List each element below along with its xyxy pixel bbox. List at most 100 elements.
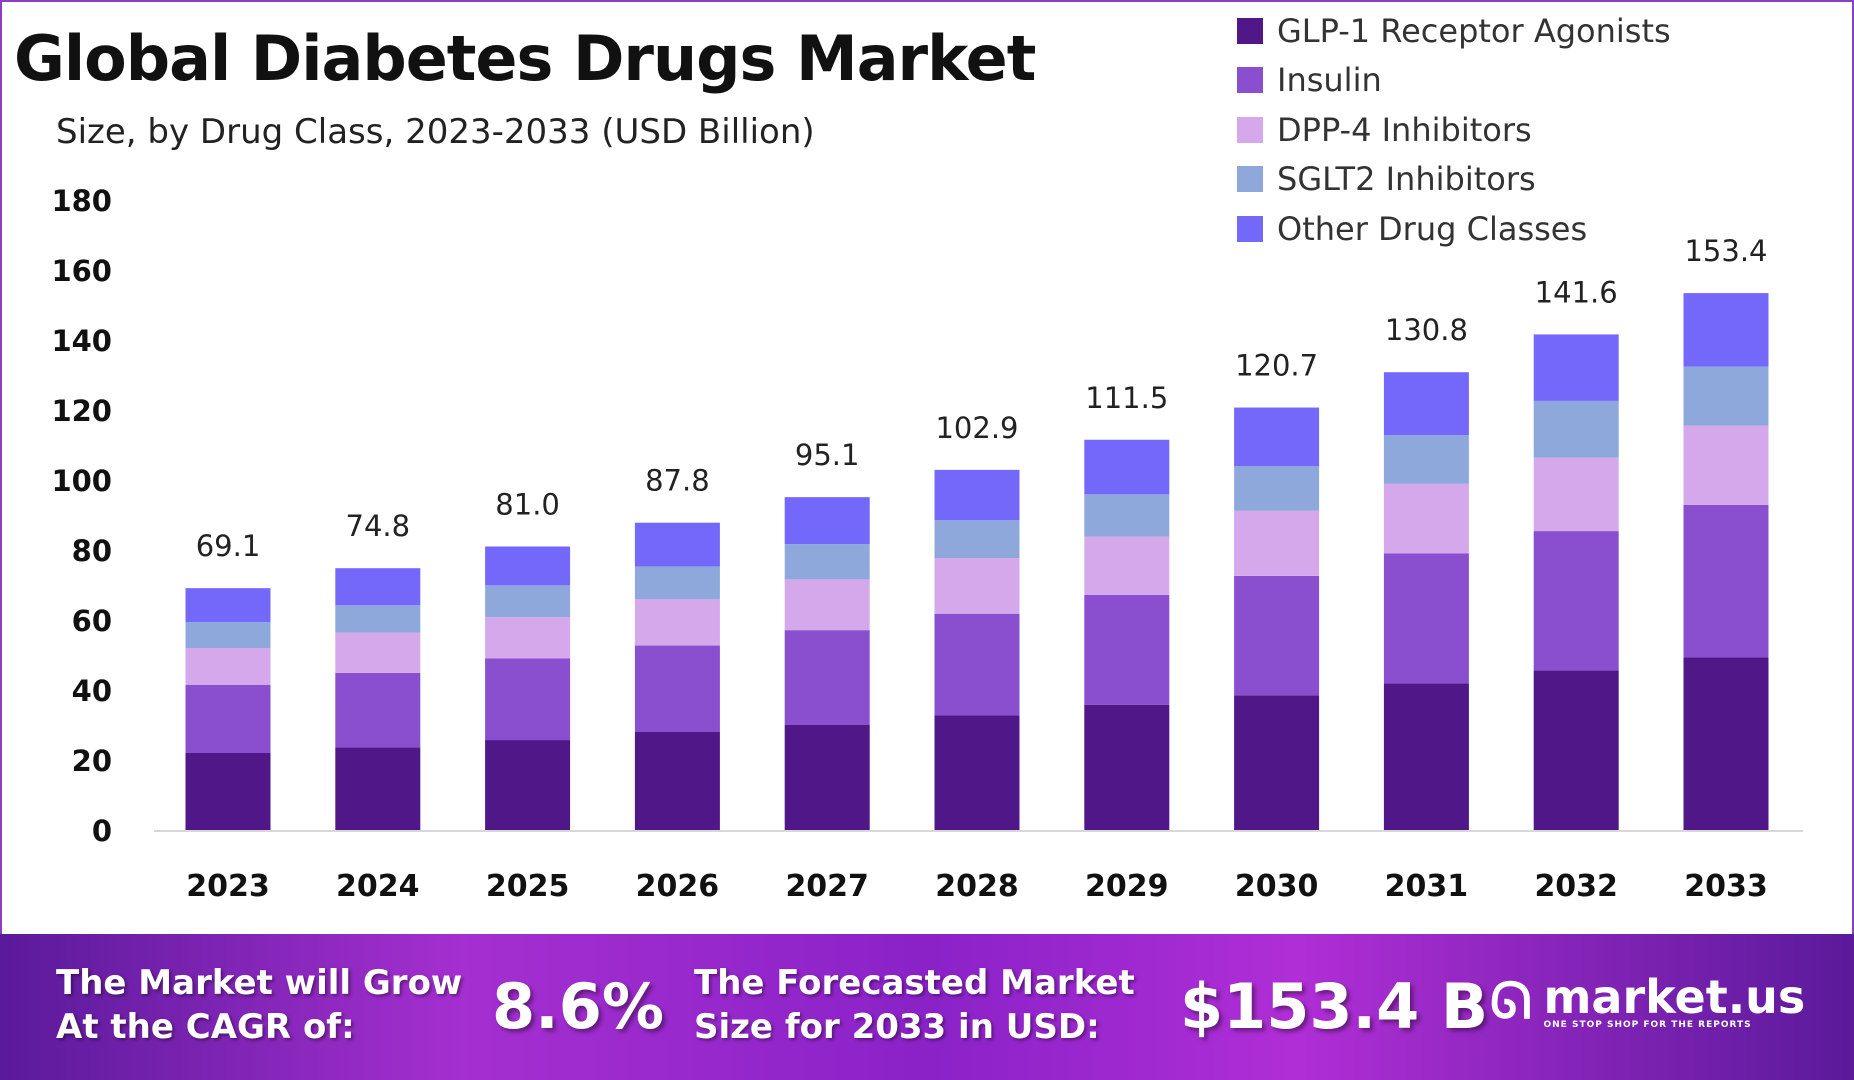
chart-title: Global Diabetes Drugs Market	[14, 22, 1036, 95]
bar-segment	[934, 520, 1020, 559]
bar-segment	[1683, 425, 1769, 505]
cagr-label-line2: At the CAGR of:	[56, 1007, 355, 1047]
bar-segment	[485, 585, 571, 618]
bar-segment	[1383, 372, 1469, 436]
legend-swatch	[1237, 116, 1263, 143]
market-size-label-line2: Size for 2033 in USD:	[694, 1007, 1100, 1047]
legend-label: SGLT2 Inhibitors	[1277, 160, 1536, 199]
bar-segment	[485, 740, 571, 830]
bar-segment	[934, 469, 1020, 521]
bar-segment	[634, 732, 720, 830]
legend-item: Insulin	[1237, 56, 1671, 106]
bar-segment	[335, 747, 421, 830]
bar-segment	[934, 558, 1020, 614]
total-data-label: 141.6	[1535, 275, 1618, 309]
bar-segment	[634, 599, 720, 646]
bar-segment	[1383, 483, 1469, 554]
total-data-label: 111.5	[1085, 381, 1168, 415]
legend-item: Other Drug Classes	[1237, 204, 1671, 254]
total-data-label: 95.1	[795, 438, 860, 472]
bar-segment	[634, 566, 720, 600]
bar-segment	[1533, 670, 1619, 830]
legend-item: DPP-4 Inhibitors	[1237, 105, 1671, 155]
x-tick-label: 2023	[186, 869, 270, 904]
x-tick-label: 2024	[336, 869, 420, 904]
bar-segment	[185, 684, 271, 753]
market-size-value: $153.4 B	[1180, 970, 1489, 1043]
bar-segment	[1383, 683, 1469, 830]
x-tick-label: 2030	[1235, 869, 1319, 904]
logo-tagline: ONE STOP SHOP FOR THE REPORTS	[1543, 1019, 1752, 1030]
legend-swatch	[1237, 215, 1263, 242]
x-tick-label: 2025	[486, 869, 570, 904]
legend-label: Insulin	[1277, 61, 1382, 100]
bar-segment	[1234, 466, 1320, 511]
cagr-label-line1: The Market will Grow	[56, 963, 463, 1003]
y-tick-label: 80	[72, 534, 112, 568]
bar-segment	[185, 622, 271, 648]
cagr-label: The Market will Grow At the CAGR of:	[56, 961, 462, 1049]
bar-segment	[1533, 334, 1619, 401]
total-data-label: 69.1	[196, 529, 261, 563]
x-tick-label: 2028	[935, 869, 1019, 904]
bar-segment	[1084, 536, 1170, 595]
bar-segment	[784, 497, 870, 545]
stacked-bar-chart: 0 20 40 60 80 100 120 140 160 180 69.1 2023 74.8 2024…	[51, 184, 1803, 904]
bar-segment	[1234, 407, 1320, 466]
total-data-label: 81.0	[495, 488, 560, 522]
legend-item: SGLT2 Inhibitors	[1237, 155, 1671, 205]
bar-segment	[335, 672, 421, 748]
bar-segment	[1683, 657, 1769, 830]
bar-segment	[1084, 704, 1170, 830]
y-tick-label: 60	[72, 604, 112, 638]
market-size-label-line1: The Forecasted Market	[694, 963, 1135, 1003]
x-tick-label: 2033	[1684, 869, 1768, 904]
bar-segment	[485, 617, 571, 659]
total-data-label: 153.4	[1684, 234, 1767, 268]
summary-banner: The Market will Grow At the CAGR of: 8.6…	[0, 934, 1854, 1080]
bar-segment	[1234, 575, 1320, 696]
bar-segment	[1084, 439, 1170, 495]
bar-segment	[784, 724, 870, 830]
bar-segment	[1234, 510, 1320, 576]
total-data-label: 102.9	[935, 411, 1018, 445]
market-size-label: The Forecasted Market Size for 2033 in U…	[694, 961, 1135, 1049]
x-tick-label: 2029	[1085, 869, 1169, 904]
y-tick-label: 0	[92, 814, 112, 848]
bar-segment	[1383, 553, 1469, 684]
total-data-label: 87.8	[645, 464, 710, 498]
x-tick-label: 2027	[785, 869, 869, 904]
bar-segment	[485, 658, 571, 741]
x-tick-label: 2026	[636, 869, 720, 904]
bar-segment	[634, 645, 720, 732]
bar-segment	[1533, 400, 1619, 458]
bar-segment	[1533, 457, 1619, 532]
bar-segment	[1383, 435, 1469, 484]
cagr-value: 8.6%	[492, 970, 664, 1043]
total-data-label: 74.8	[346, 509, 411, 543]
legend-label: GLP-1 Receptor Agonists	[1277, 11, 1671, 50]
legend-item: GLP-1 Receptor Agonists	[1237, 6, 1671, 56]
bar-segment	[335, 605, 421, 633]
bar-segment	[934, 715, 1020, 830]
bar-segment	[1683, 293, 1769, 367]
bar-segment	[485, 546, 571, 586]
chart-subtitle: Size, by Drug Class, 2023-2033 (USD Bill…	[56, 112, 815, 152]
bar-segment	[784, 544, 870, 580]
y-tick-label: 180	[51, 184, 112, 218]
bar-segment	[1683, 504, 1769, 658]
bar-segment	[185, 648, 271, 685]
x-tick-label: 2031	[1385, 869, 1469, 904]
bar-segment	[784, 630, 870, 725]
logo-icon: ᘏ	[1490, 972, 1532, 1030]
bar-segment	[1084, 594, 1170, 705]
legend-label: Other Drug Classes	[1277, 209, 1588, 248]
legend-swatch	[1237, 67, 1263, 94]
y-tick-label: 120	[51, 394, 112, 428]
total-data-label: 130.8	[1385, 313, 1468, 347]
bar-segment	[1234, 695, 1320, 830]
x-tick-label: 2032	[1534, 869, 1618, 904]
y-tick-label: 100	[51, 464, 112, 498]
bar-segment	[634, 522, 720, 567]
bar-segment	[934, 613, 1020, 716]
